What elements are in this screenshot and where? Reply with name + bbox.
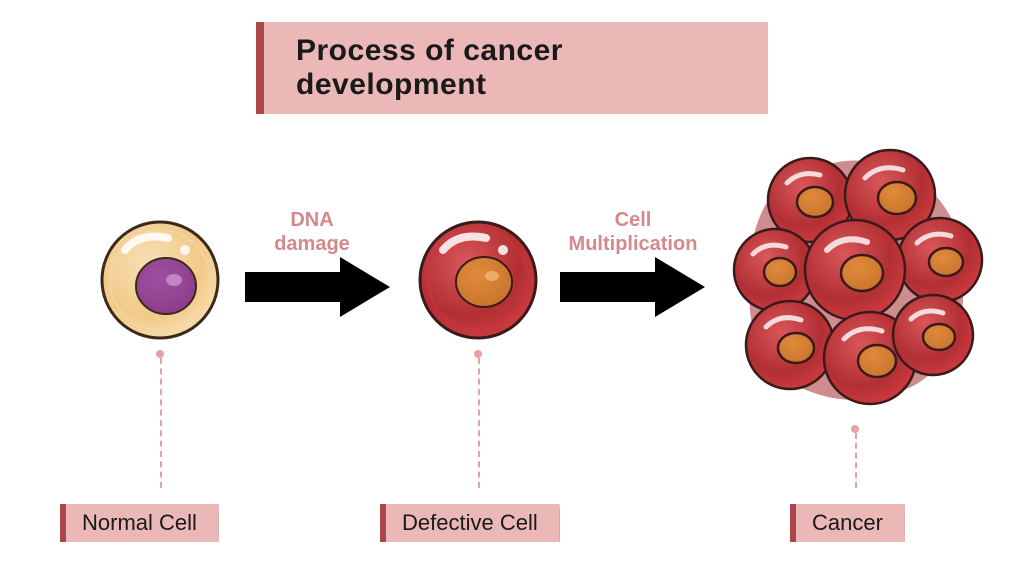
connector-dot-cancer [851,425,859,433]
page-title-banner: Process of cancer development [256,22,768,114]
label-defective-cell: Defective Cell [380,504,560,542]
label-text-defective: Defective Cell [402,510,538,535]
label-text-normal: Normal Cell [82,510,197,535]
arrow-cell-multiplication [555,252,715,322]
defective-cell-graphic [408,210,548,350]
arrow-label-dna-damage: DNA damage [257,208,367,256]
connector-normal [160,358,162,488]
connector-cancer [855,433,857,488]
cancer-cluster-graphic [715,130,995,430]
arrow-dna-damage [240,252,400,322]
stage-area: DNA damage Cell Multiplication [0,160,1024,420]
label-cancer: Cancer [790,504,905,542]
label-text-cancer: Cancer [812,510,883,535]
connector-dot-defective [474,350,482,358]
arrow-label-cell-multiplication: Cell Multiplication [558,208,708,256]
label-normal-cell: Normal Cell [60,504,219,542]
connector-defective [478,358,480,488]
connector-dot-normal [156,350,164,358]
normal-cell-graphic [90,210,230,350]
